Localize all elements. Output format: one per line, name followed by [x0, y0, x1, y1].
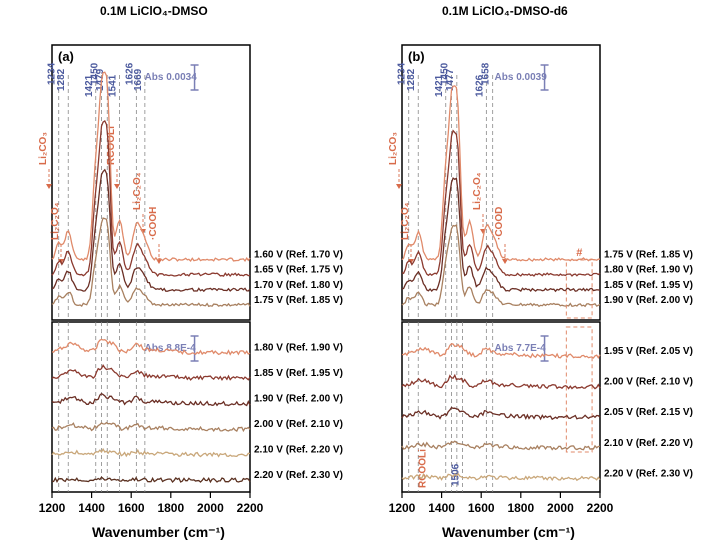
svg-text:1.70 V (Ref. 1.80 V): 1.70 V (Ref. 1.80 V) [254, 280, 343, 291]
svg-text:Li₂C₂O₄: Li₂C₂O₄ [400, 202, 411, 240]
svg-text:1669: 1669 [133, 68, 144, 91]
svg-text:Li₂C₂O₄: Li₂C₂O₄ [472, 172, 483, 210]
svg-text:2000: 2000 [197, 501, 224, 515]
svg-text:·COOD: ·COOD [494, 207, 505, 240]
svg-text:1282: 1282 [406, 68, 417, 91]
svg-text:1400: 1400 [428, 501, 455, 515]
svg-text:1658: 1658 [481, 62, 492, 85]
svg-text:Abs 8.8E-4: Abs 8.8E-4 [145, 343, 197, 354]
svg-text:1282: 1282 [56, 68, 67, 91]
svg-text:RCOOLi: RCOOLi [418, 449, 429, 488]
svg-text:(a): (a) [58, 49, 74, 64]
svg-text:1.75 V (Ref. 1.85 V): 1.75 V (Ref. 1.85 V) [254, 295, 343, 306]
svg-text:2.00 V (Ref. 2.10 V): 2.00 V (Ref. 2.10 V) [254, 419, 343, 430]
svg-text:2.05 V (Ref. 2.15 V): 2.05 V (Ref. 2.15 V) [604, 407, 693, 418]
svg-text:#: # [576, 247, 582, 259]
panel-a-title: 0.1M LiClO₄-DMSO [100, 4, 208, 18]
panel-b-title: 0.1M LiClO₄-DMSO-d6 [442, 4, 568, 18]
svg-text:1600: 1600 [118, 501, 145, 515]
svg-text:1.95 V (Ref. 2.05 V): 1.95 V (Ref. 2.05 V) [604, 346, 693, 357]
svg-text:1.90 V (Ref. 2.00 V): 1.90 V (Ref. 2.00 V) [254, 394, 343, 405]
svg-text:1477: 1477 [445, 68, 456, 91]
svg-text:1.65 V (Ref. 1.75 V): 1.65 V (Ref. 1.75 V) [254, 265, 343, 276]
svg-text:1541: 1541 [108, 74, 119, 97]
svg-text:2.00 V (Ref. 2.10 V): 2.00 V (Ref. 2.10 V) [604, 377, 693, 388]
svg-text:1.90 V (Ref. 2.00 V): 1.90 V (Ref. 2.00 V) [604, 295, 693, 306]
svg-text:Abs 7.7E-4: Abs 7.7E-4 [495, 343, 547, 354]
svg-text:1800: 1800 [507, 501, 534, 515]
svg-text:2200: 2200 [237, 501, 264, 515]
svg-text:Li₂C₂O₄: Li₂C₂O₄ [132, 172, 143, 210]
svg-text:1600: 1600 [468, 501, 495, 515]
svg-text:1400: 1400 [78, 501, 105, 515]
svg-text:Li₂C₂O₄: Li₂C₂O₄ [50, 202, 61, 240]
svg-text:Li₂CO₃: Li₂CO₃ [388, 132, 399, 165]
svg-text:1800: 1800 [157, 501, 184, 515]
svg-text:1200: 1200 [389, 501, 416, 515]
svg-text:2.20 V (Ref. 2.30 V): 2.20 V (Ref. 2.30 V) [604, 468, 693, 479]
figure-svg: (a)Abs 0.0034123412821421145014791541162… [0, 0, 708, 556]
figure-root: 0.1M LiClO₄-DMSO 0.1M LiClO₄-DMSO-d6 (a)… [0, 0, 708, 556]
svg-text:1.80 V (Ref. 1.90 V): 1.80 V (Ref. 1.90 V) [254, 343, 343, 354]
svg-text:2.20 V (Ref. 2.30 V): 2.20 V (Ref. 2.30 V) [254, 470, 343, 481]
svg-text:2.10 V (Ref. 2.20 V): 2.10 V (Ref. 2.20 V) [604, 438, 693, 449]
svg-text:1.60 V (Ref. 1.70 V): 1.60 V (Ref. 1.70 V) [254, 250, 343, 261]
svg-text:1.80 V (Ref. 1.90 V): 1.80 V (Ref. 1.90 V) [604, 265, 693, 276]
svg-text:·COOH: ·COOH [148, 207, 159, 240]
xaxis-label-a: Wavenumber (cm⁻¹) [92, 524, 225, 541]
svg-text:1.85 V (Ref. 1.95 V): 1.85 V (Ref. 1.95 V) [254, 368, 343, 379]
svg-text:1.85 V (Ref. 1.95 V): 1.85 V (Ref. 1.95 V) [604, 280, 693, 291]
svg-text:1200: 1200 [39, 501, 66, 515]
xaxis-label-b: Wavenumber (cm⁻¹) [442, 524, 575, 541]
svg-text:Li₂CO₃: Li₂CO₃ [38, 132, 49, 165]
svg-text:2200: 2200 [587, 501, 614, 515]
svg-text:1.75 V (Ref. 1.85 V): 1.75 V (Ref. 1.85 V) [604, 250, 693, 261]
svg-text:Abs 0.0034: Abs 0.0034 [145, 72, 198, 83]
svg-text:(b): (b) [408, 49, 425, 64]
svg-text:2000: 2000 [547, 501, 574, 515]
svg-text:2.10 V (Ref. 2.20 V): 2.10 V (Ref. 2.20 V) [254, 445, 343, 456]
svg-text:Abs 0.0039: Abs 0.0039 [495, 72, 548, 83]
